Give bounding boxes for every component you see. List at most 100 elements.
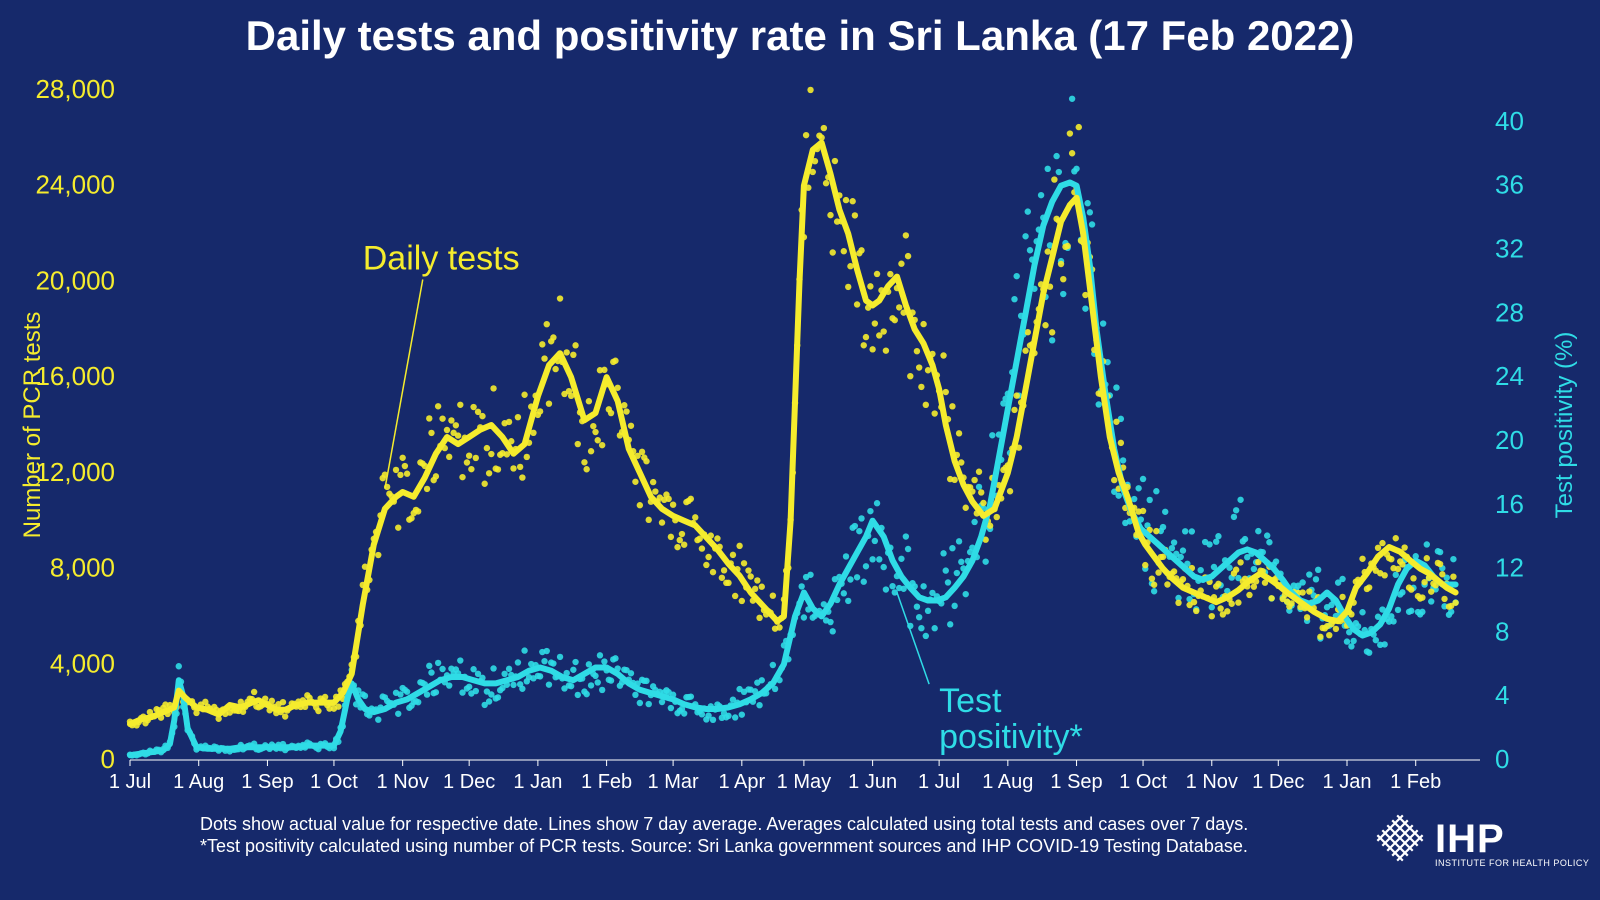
positivity-scatter-dot (435, 660, 441, 666)
y-left-tick-label: 16,000 (35, 361, 115, 391)
footnote-line1: Dots show actual value for respective da… (200, 814, 1248, 834)
positivity-scatter-dot (521, 647, 527, 653)
tests-scatter-dot (1045, 248, 1051, 254)
positivity-scatter-dot (801, 614, 807, 620)
tests-scatter-dot (1233, 567, 1239, 573)
tests-scatter-dot (637, 502, 643, 508)
tests-scatter-dot (537, 408, 543, 414)
tests-scatter-dot (754, 577, 760, 583)
positivity-scatter-dot (681, 710, 687, 716)
tests-scatter-dot (557, 295, 563, 301)
x-tick-label: 1 Dec (1252, 771, 1304, 793)
positivity-scatter-dot (1151, 588, 1157, 594)
tests-scatter-dot (404, 471, 410, 477)
positivity-scatter-dot (688, 693, 694, 699)
positivity-scatter-dot (375, 716, 381, 722)
tests-scatter-dot (1140, 508, 1146, 514)
tests-scatter-dot (1067, 130, 1073, 136)
tests-scatter-dot (803, 132, 809, 138)
x-tick-label: 1 Dec (443, 771, 495, 793)
positivity-scatter-dot (756, 702, 762, 708)
positivity-scatter-dot (404, 689, 410, 695)
tests-scatter-dot (506, 419, 512, 425)
positivity-scatter-dot (1073, 166, 1079, 172)
positivity-scatter-dot (608, 677, 614, 683)
tests-scatter-dot (1379, 540, 1385, 546)
positivity-scatter-dot (612, 655, 618, 661)
positivity-scatter-dot (982, 558, 988, 564)
tests-scatter-dot (459, 474, 465, 480)
tests-scatter-dot (428, 430, 434, 436)
x-tick-label: 1 Nov (377, 771, 429, 793)
tests-scatter-dot (880, 328, 886, 334)
tests-scatter-dot (721, 567, 727, 573)
tests-scatter-dot (466, 452, 472, 458)
tests-scatter-dot (905, 253, 911, 259)
positivity-scatter-dot (854, 574, 860, 580)
positivity-scatter-dot (1273, 558, 1279, 564)
positivity-scatter-dot (1060, 291, 1066, 297)
positivity-scatter-dot (646, 701, 652, 707)
tests-scatter-dot (433, 473, 439, 479)
x-tick-label: 1 Oct (310, 771, 358, 793)
tests-scatter-dot (464, 459, 470, 465)
tests-scatter-dot (887, 271, 893, 277)
positivity-scatter-dot (925, 608, 931, 614)
positivity-scatter-dot (428, 669, 434, 675)
chart-title: Daily tests and positivity rate in Sri L… (246, 12, 1355, 59)
tests-scatter-dot (1064, 243, 1070, 249)
y-right-tick-label: 36 (1495, 170, 1524, 200)
positivity-scatter-dot (433, 689, 439, 695)
tests-scatter-dot (994, 514, 1000, 520)
positivity-scatter-dot (1069, 96, 1075, 102)
x-tick-label: 1 Sep (1050, 771, 1102, 793)
positivity-scatter-dot (914, 603, 920, 609)
positivity-scatter-dot (739, 711, 745, 717)
positivity-scatter-dot (541, 658, 547, 664)
positivity-scatter-dot (861, 579, 867, 585)
positivity-scatter-dot (575, 692, 581, 698)
positivity-scatter-dot (863, 563, 869, 569)
positivity-scatter-dot (515, 659, 521, 665)
positivity-scatter-dot (426, 663, 432, 669)
y-right-title: Test positivity (%) (1551, 332, 1578, 519)
positivity-scatter-dot (951, 603, 957, 609)
tests-scatter-dot (541, 355, 547, 361)
positivity-scatter-dot (867, 508, 873, 514)
positivity-scatter-dot (852, 523, 858, 529)
positivity-scatter-dot (486, 698, 492, 704)
positivity-scatter-dot (1206, 541, 1212, 547)
positivity-scatter-dot (903, 533, 909, 539)
y-right-tick-label: 4 (1495, 680, 1509, 710)
tests-scatter-dot (581, 459, 587, 465)
tests-scatter-dot (1193, 608, 1199, 614)
positivity-scatter-dot (827, 619, 833, 625)
positivity-scatter-dot (905, 546, 911, 552)
positivity-scatter-dot (1049, 337, 1055, 343)
tests-scatter-dot (770, 592, 776, 598)
positivity-scatter-dot (546, 681, 552, 687)
tests-scatter-dot (745, 567, 751, 573)
tests-scatter-dot (883, 347, 889, 353)
tests-scatter-dot (1224, 608, 1230, 614)
tests-scatter-dot (1060, 276, 1066, 282)
positivity-scatter-dot (1169, 545, 1175, 551)
positivity-scatter-dot (956, 538, 962, 544)
tests-scatter-dot (563, 349, 569, 355)
tests-scatter-dot (892, 317, 898, 323)
tests-scatter-dot (601, 367, 607, 373)
y-right-tick-label: 16 (1495, 489, 1524, 519)
positivity-scatter-dot (1437, 549, 1443, 555)
tests-scatter-dot (643, 458, 649, 464)
tests-scatter-dot (949, 403, 955, 409)
positivity-scatter-dot (1022, 233, 1028, 239)
tests-scatter-dot (659, 519, 665, 525)
tests-scatter-dot (668, 534, 674, 540)
positivity-scatter-dot (963, 591, 969, 597)
y-left-tick-label: 8,000 (50, 553, 115, 583)
tests-scatter-dot (399, 455, 405, 461)
positivity-scatter-dot (830, 628, 836, 634)
positivity-scatter-dot (592, 673, 598, 679)
positivity-scatter-dot (843, 553, 849, 559)
positivity-scatter-dot (495, 694, 501, 700)
